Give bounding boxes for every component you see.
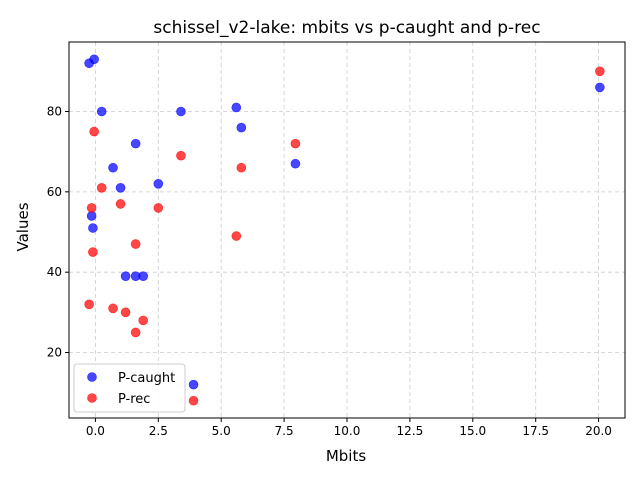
data-point — [231, 231, 242, 241]
legend-marker — [87, 372, 97, 382]
data-point — [130, 239, 141, 249]
legend-label: P-caught — [118, 371, 175, 386]
x-axis-label: Mbits — [326, 447, 367, 465]
data-point — [153, 203, 164, 213]
axis-ticks: 0.0 2.5 5.0 7.5 10.0 12.5 15.0 17.5 20.0 20 40 60 80 — [47, 104, 612, 438]
legend-label: P-rec — [118, 392, 150, 407]
data-point — [120, 307, 131, 318]
data-point — [188, 379, 199, 390]
x-tick-label: 12.5 — [397, 424, 424, 438]
grid-lines — [69, 42, 625, 418]
data-point — [86, 211, 97, 221]
data-point — [130, 327, 141, 338]
data-point — [130, 138, 141, 149]
data-point — [176, 150, 186, 161]
plot-frame — [68, 41, 626, 419]
data-point — [236, 162, 247, 173]
data-point — [290, 158, 301, 169]
data-point — [89, 126, 99, 137]
y-tick-label: 40 — [47, 265, 62, 279]
y-tick-label: 20 — [47, 346, 62, 360]
data-point — [108, 162, 118, 173]
series-p-rec — [84, 66, 605, 406]
x-tick-label: 5.0 — [212, 424, 231, 438]
y-tick-label: 80 — [47, 104, 62, 118]
y-tick-label: 60 — [47, 185, 62, 199]
legend: P-caught P-rec — [73, 363, 186, 413]
data-point — [231, 102, 242, 113]
data-point — [96, 183, 107, 193]
data-point — [115, 183, 126, 193]
x-tick-label: 17.5 — [522, 424, 549, 438]
data-point — [236, 122, 247, 133]
x-tick-label: 15.0 — [459, 424, 486, 438]
data-point — [88, 223, 98, 233]
data-point — [153, 179, 164, 189]
data-point — [89, 54, 99, 65]
data-point — [595, 66, 605, 77]
y-axis-label: Values — [14, 202, 32, 251]
data-point — [96, 106, 107, 117]
legend-marker — [87, 393, 97, 403]
chart-title: schissel_v2-lake: mbits vs p-caught and … — [153, 18, 540, 38]
data-point — [84, 299, 94, 310]
data-point — [138, 315, 149, 326]
data-point — [115, 199, 126, 209]
x-tick-label: 2.5 — [149, 424, 168, 438]
x-tick-label: 20.0 — [585, 424, 612, 438]
x-tick-label: 0.0 — [86, 424, 105, 438]
data-point — [86, 203, 97, 213]
data-point — [120, 271, 131, 281]
data-point — [88, 247, 98, 257]
legend-box — [73, 363, 186, 413]
data-point — [595, 82, 605, 93]
series-p-caught — [84, 54, 605, 390]
data-points — [84, 54, 605, 406]
data-point — [176, 106, 186, 117]
x-tick-label: 10.0 — [334, 424, 361, 438]
data-point — [188, 395, 199, 406]
data-point — [290, 138, 301, 149]
x-tick-label: 7.5 — [275, 424, 294, 438]
data-point — [108, 303, 118, 314]
data-point — [138, 271, 149, 281]
